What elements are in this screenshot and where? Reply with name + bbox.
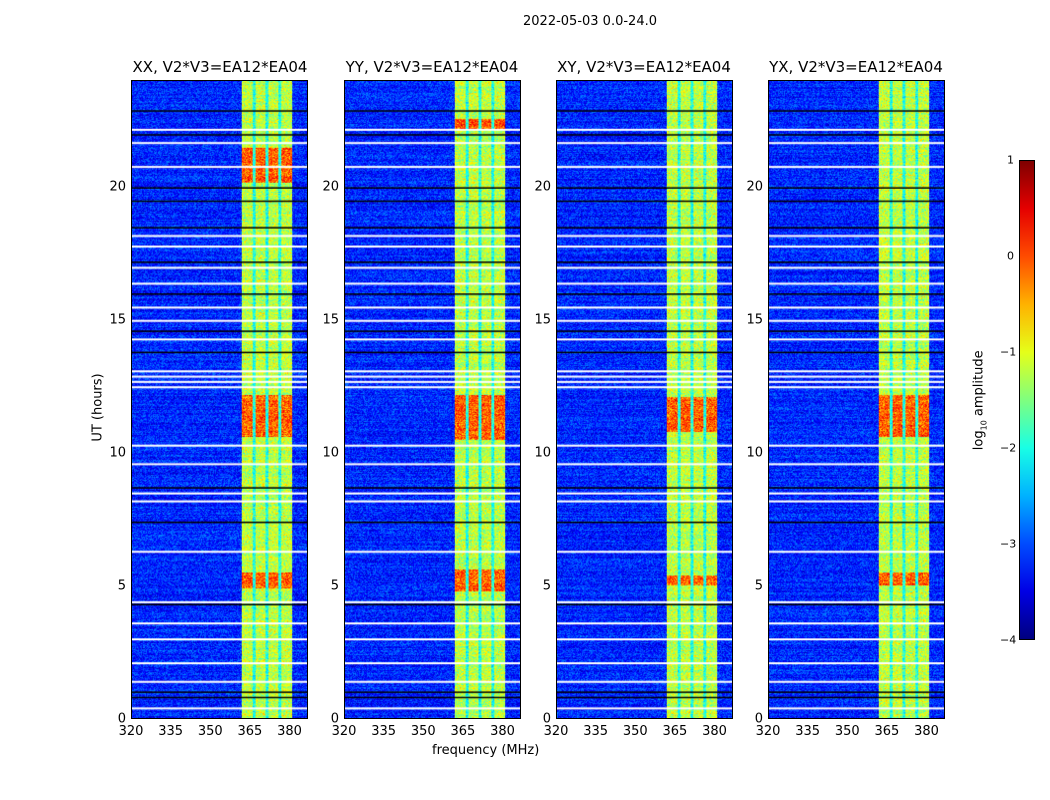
y-tick-label: 20 xyxy=(534,179,551,194)
y-tick-label: 20 xyxy=(109,179,126,194)
y-axis-label: UT (hours) xyxy=(90,373,106,442)
x-tick-label: 365 xyxy=(450,724,476,739)
y-tick-label: 0 xyxy=(542,711,551,727)
panel-title-xx: XX, V2*V3=EA12*EA04 xyxy=(132,58,308,76)
y-tick-label: 0 xyxy=(754,711,763,727)
x-tick-label: 365 xyxy=(237,724,263,739)
y-tick-label: 0 xyxy=(330,711,339,727)
x-tick-label: 365 xyxy=(662,724,688,739)
x-tick-label: 320 xyxy=(543,724,569,739)
y-tick-label: 5 xyxy=(542,578,551,594)
y-tick-label: 15 xyxy=(534,312,551,328)
y-tick-label: 0 xyxy=(117,711,126,727)
colorbar-tick-label: 0 xyxy=(1007,249,1014,263)
y-tick-label: 10 xyxy=(534,445,551,461)
heatmap-xx xyxy=(132,81,307,718)
y-tick-label: 15 xyxy=(322,312,339,328)
y-tick-label: 20 xyxy=(322,179,339,194)
colorbar-tick-label: −1 xyxy=(1000,345,1017,359)
y-tick-label: 10 xyxy=(746,445,763,461)
colorbar-label-sub: 10 xyxy=(979,420,989,431)
x-tick-label: 365 xyxy=(874,724,900,739)
heatmap-yy xyxy=(345,81,520,718)
colorbar-tick-label: −3 xyxy=(1000,537,1017,551)
heatmap-panel-yx xyxy=(768,80,945,719)
y-tick-label: 5 xyxy=(330,578,339,594)
y-tick-label: 5 xyxy=(754,578,763,594)
colorbar-label-log: log xyxy=(971,430,987,451)
x-tick-label: 380 xyxy=(702,724,727,739)
y-tick-label: 10 xyxy=(109,445,126,461)
x-tick-label: 320 xyxy=(331,724,357,739)
y-tick-label: 20 xyxy=(746,179,763,194)
panel-title-yx: YX, V2*V3=EA12*EA04 xyxy=(769,58,943,76)
x-tick-label: 335 xyxy=(795,724,821,739)
x-tick-label: 335 xyxy=(371,724,397,739)
x-tick-label: 380 xyxy=(277,724,302,739)
x-tick-label: 380 xyxy=(914,724,939,739)
x-tick-label: 350 xyxy=(410,724,436,739)
y-tick-label: 5 xyxy=(117,578,126,594)
x-tick-label: 320 xyxy=(755,724,781,739)
x-tick-label: 380 xyxy=(490,724,515,739)
x-tick-label: 350 xyxy=(622,724,648,739)
colorbar-label-rest: amplitude xyxy=(971,350,987,421)
panel-title-yy: YY, V2*V3=EA12*EA04 xyxy=(345,58,519,76)
heatmap-panel-xy xyxy=(556,80,733,719)
colorbar-tick-label: 1 xyxy=(1007,153,1014,167)
x-axis-label: frequency (MHz) xyxy=(432,743,540,758)
y-tick-label: 15 xyxy=(746,312,763,328)
x-tick-label: 350 xyxy=(834,724,860,739)
colorbar-tick-label: −4 xyxy=(1000,633,1017,647)
x-tick-label: 320 xyxy=(118,724,144,739)
colorbar-label: log10 amplitude xyxy=(972,350,989,450)
heatmap-panel-xx xyxy=(131,80,308,719)
x-tick-label: 350 xyxy=(197,724,223,739)
y-tick-label: 10 xyxy=(322,445,339,461)
heatmap-panel-yy xyxy=(344,80,521,719)
figure-title: 2022-05-03 0.0-24.0 xyxy=(523,14,657,29)
heatmap-yx xyxy=(769,81,944,718)
x-tick-label: 335 xyxy=(583,724,609,739)
heatmap-xy xyxy=(557,81,732,718)
colorbar xyxy=(1019,160,1035,640)
panel-title-xy: XY, V2*V3=EA12*EA04 xyxy=(557,58,731,76)
x-tick-label: 335 xyxy=(158,724,184,739)
y-tick-label: 15 xyxy=(109,312,126,328)
colorbar-tick-label: −2 xyxy=(1000,441,1017,455)
